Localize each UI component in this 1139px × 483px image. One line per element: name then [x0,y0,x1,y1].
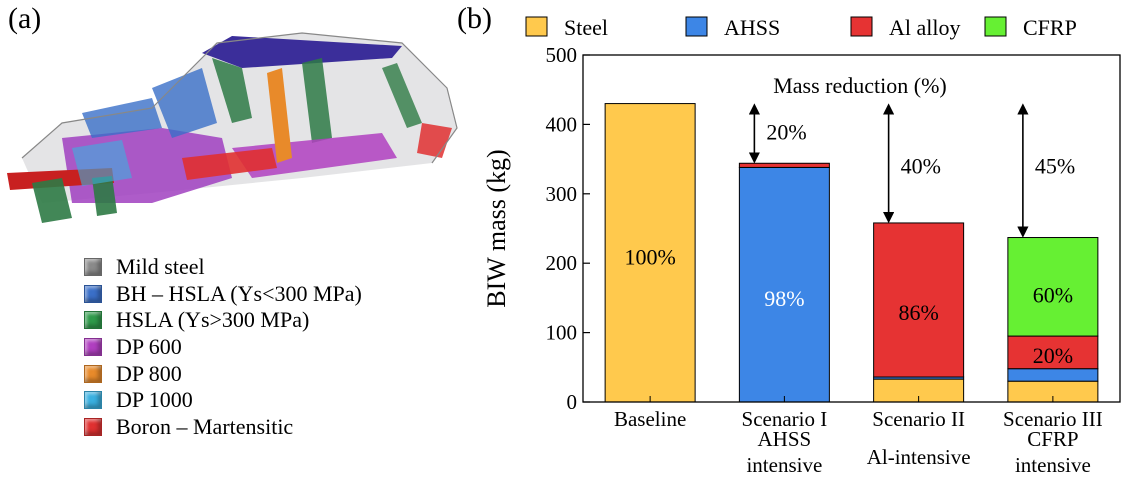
data-label: 20% [1033,343,1073,368]
legend-swatch [525,16,548,37]
reduction-label: 40% [901,154,941,179]
material-legend-item: DP 800 [84,360,362,387]
reduction-label: 45% [1035,154,1075,179]
legend-swatch [984,16,1007,37]
data-label: 60% [1033,282,1073,307]
material-legend-item: Mild steel [84,254,362,281]
material-swatch [84,391,102,410]
material-legend-item: BH – HSLA (Ys<300 MPa) [84,281,362,308]
plot-frame [582,54,1121,403]
material-name: DP 1000 [116,387,193,413]
bar-segment [738,166,830,403]
legend-swatch [685,16,708,37]
bar-segment [1007,335,1099,370]
bar-segment [738,162,830,168]
material-swatch [84,417,102,436]
legend-label: AHSS [724,15,780,40]
data-label: 98% [764,286,804,311]
data-label: 86% [898,300,938,325]
bar-segment [604,103,696,403]
material-legend: Mild steel BH – HSLA (Ys<300 MPa) HSLA (Ys… [84,254,362,440]
x-tick-label: Baseline [614,407,686,431]
bar-segment [873,222,965,378]
x-tick-label: Scenario I [742,407,828,431]
mass-reduction-title: Mass reduction (%) [773,73,947,98]
x-tick-label: Scenario II [872,407,965,431]
y-tick-label: 100 [546,321,578,345]
y-tick-label: 0 [567,390,578,414]
y-axis-label: BIW mass (kg) [482,149,511,307]
legend-label: Steel [564,15,608,40]
panel-a-label: (a) [8,2,42,35]
material-name: Boron – Martensitic [116,413,294,439]
bar-segment [1007,237,1099,337]
legend-label: Al alloy [889,15,961,40]
material-legend-item: DP 1000 [84,387,362,414]
y-tick-label: 500 [546,43,578,67]
reduction-label: 20% [766,120,806,145]
material-swatch [84,338,102,357]
material-name: BH – HSLA (Ys<300 MPa) [116,280,362,306]
material-swatch [84,284,102,303]
data-label: 100% [624,244,675,269]
legend-swatch [850,16,873,37]
x-tick-label: Al-intensive [867,445,971,469]
legend-label: CFRP [1023,15,1077,40]
bar-segment [1007,368,1099,382]
material-swatch [84,311,102,330]
panel-b-label: (b) [457,2,492,35]
material-name: HSLA (Ys>300 MPa) [116,307,310,333]
x-tick-label: AHSS [758,427,812,451]
y-tick-label: 400 [546,112,578,136]
x-tick-label: intensive [1015,453,1091,477]
y-tick-label: 300 [546,182,578,206]
material-legend-item: DP 600 [84,334,362,361]
x-tick-label: CFRP [1027,427,1078,451]
material-swatch [84,258,102,277]
material-name: DP 600 [116,334,182,360]
material-legend-item: Boron – Martensitic [84,414,362,441]
car-body-in-white-icon [7,32,458,223]
material-legend-item: HSLA (Ys>300 MPa) [84,307,362,334]
x-tick-label: Scenario III [1003,407,1103,431]
y-tick-label: 200 [546,251,578,275]
material-name: DP 800 [116,360,182,386]
material-name: Mild steel [116,254,205,280]
x-tick-label: intensive [746,453,822,477]
material-swatch [84,364,102,383]
